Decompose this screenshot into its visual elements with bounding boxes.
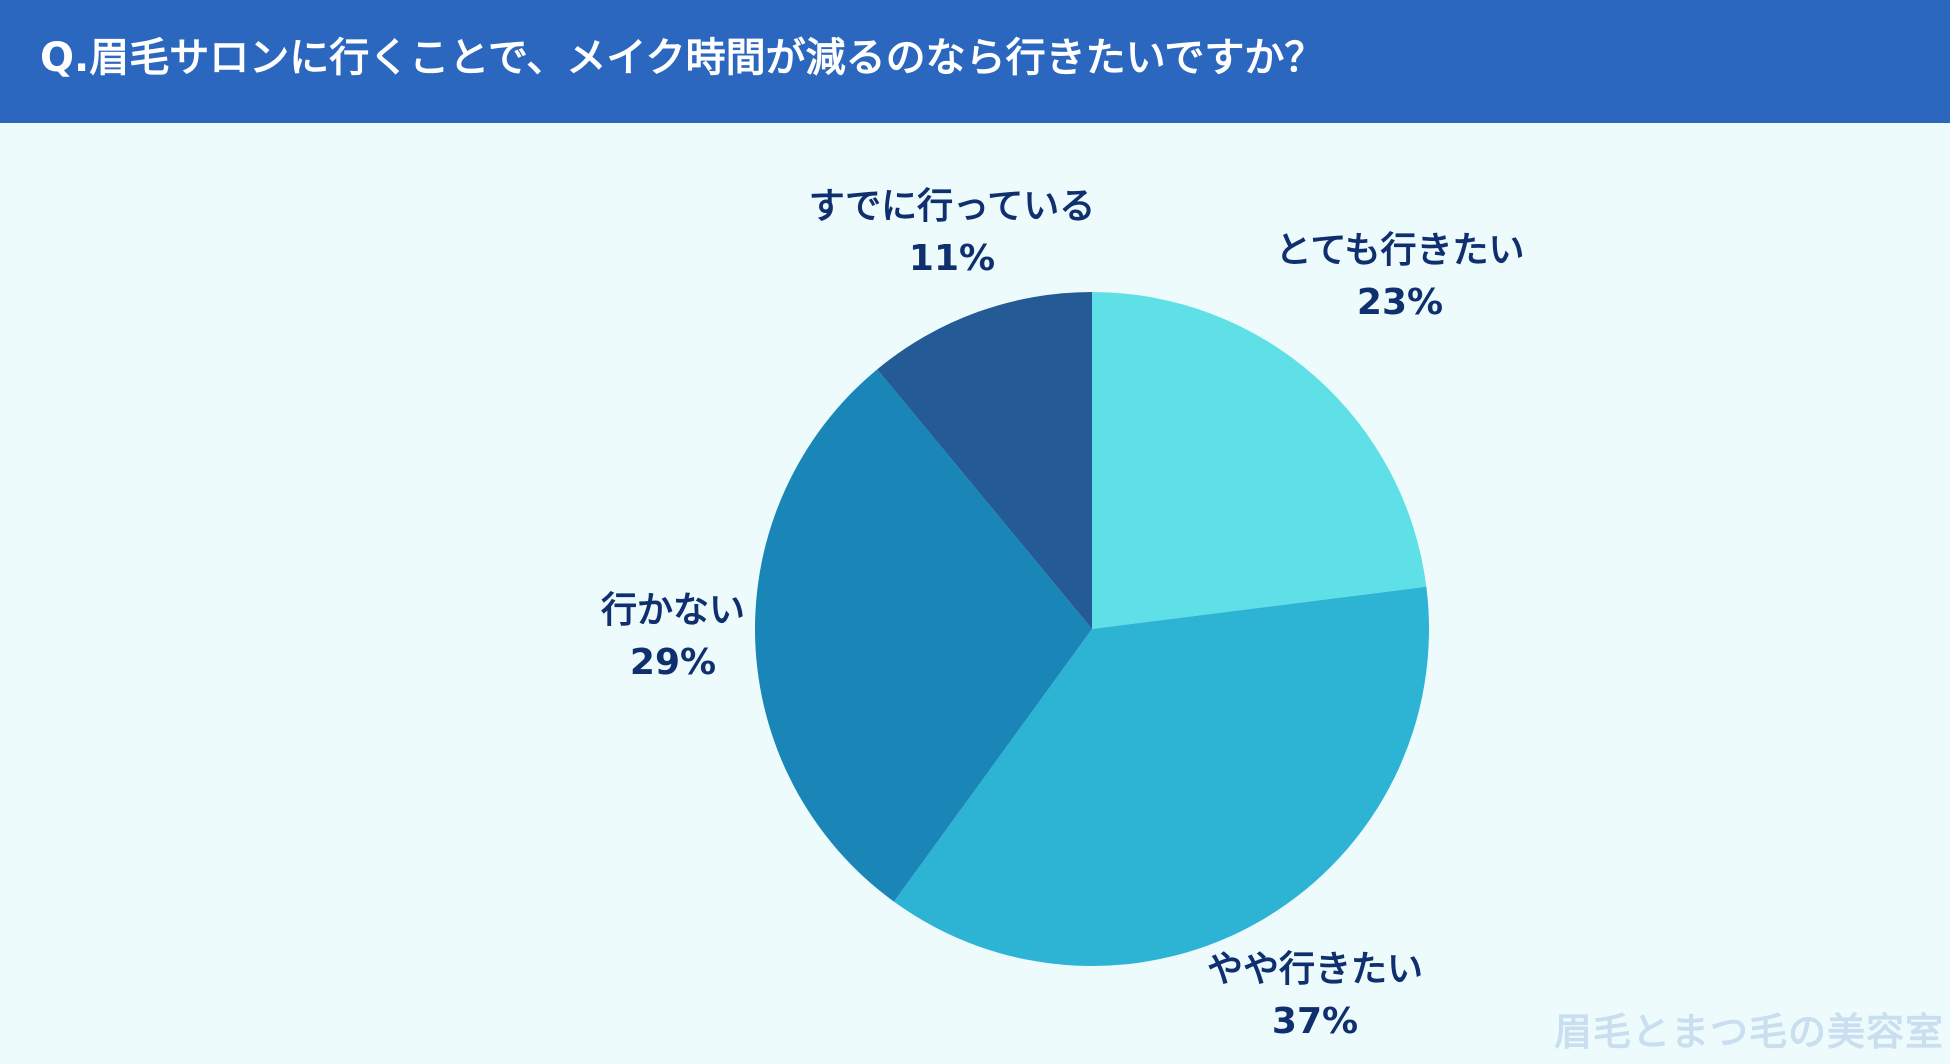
watermark-logo: 眉毛とまつ毛の美容室 xyxy=(1553,1009,1944,1054)
pie-slice-3 xyxy=(755,369,1092,902)
slice-label-2: やや行きたい 37% xyxy=(1207,944,1423,1048)
slice-label-2-name: やや行きたい xyxy=(1206,949,1424,990)
slice-label-3: 行かない 29% xyxy=(601,585,745,689)
slice-label-4-value: 11% xyxy=(908,238,996,279)
slice-label-1-value: 23% xyxy=(1356,282,1444,323)
slice-label-3-name: 行かない xyxy=(600,590,746,631)
slice-label-2-value: 37% xyxy=(1271,1001,1359,1042)
chart-area: とても行きたい 23% やや行きたい 37% 行かない 29% すでに行っている… xyxy=(0,123,1950,1064)
pie-chart xyxy=(755,292,1429,966)
slice-label-1-name: とても行きたい xyxy=(1275,230,1525,271)
header-bar: Q.眉毛サロンに行くことで、メイク時間が減るのなら行きたいですか？ xyxy=(0,0,1950,123)
question-title: Q.眉毛サロンに行くことで、メイク時間が減るのなら行きたいですか？ xyxy=(40,35,1325,81)
slice-label-4: すでに行っている 11% xyxy=(809,181,1096,285)
pie-slice-4 xyxy=(877,292,1092,629)
slice-label-3-value: 29% xyxy=(629,642,717,683)
slice-label-1: とても行きたい 23% xyxy=(1275,225,1524,329)
pie-slice-2 xyxy=(893,586,1429,966)
slice-label-4-name: すでに行っている xyxy=(808,186,1096,227)
pie-slice-1 xyxy=(1092,292,1427,629)
